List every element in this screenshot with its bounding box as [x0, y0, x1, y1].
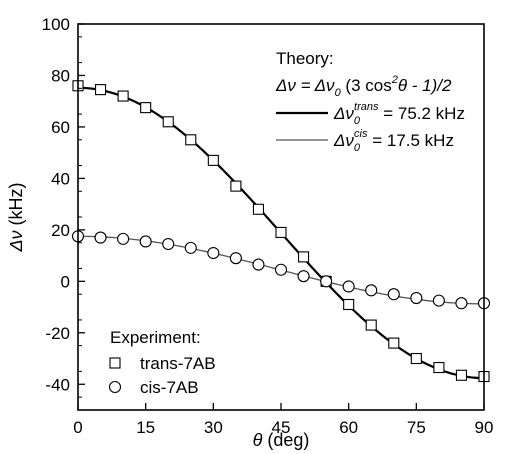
theory-legend: Theory: Δν = Δν0 (3 cos2θ - 1)/2 Δν0tran… [275, 49, 465, 154]
cis-data-point [229, 252, 242, 265]
cis-data-point [410, 292, 423, 305]
cis-data-point [162, 237, 175, 251]
theory-heading: Theory: [276, 49, 334, 68]
plot-frame [77, 23, 485, 411]
trans-data-point [230, 180, 242, 192]
cis-theory-label: Δν0cis = 17.5 kHz [333, 128, 454, 154]
y-tick-label: 40 [51, 169, 70, 188]
trans-data-point [117, 90, 129, 102]
y-tick-label: 0 [61, 272, 70, 291]
y-tick-label: 80 [51, 66, 70, 85]
y-axis-title: Δν (kHz) [6, 182, 26, 252]
cis-legend-label: cis-7AB [140, 378, 199, 397]
trans-legend-label: trans-7AB [140, 354, 216, 373]
trans-data-point [388, 337, 400, 349]
cis-data-point [342, 280, 355, 293]
trans-data-point [207, 154, 219, 166]
y-tick-label: 20 [51, 221, 70, 240]
cis-data-point [252, 258, 265, 271]
x-tick-label: 30 [204, 418, 223, 437]
cis-data-point [139, 235, 152, 248]
cis-legend-marker [108, 380, 122, 394]
cis-data-point [184, 241, 197, 254]
trans-data-point [365, 319, 377, 331]
x-tick-label: 60 [339, 418, 358, 437]
cis-data-point [207, 246, 220, 260]
theory-formula: Δν = Δν0 (3 cos2θ - 1)/2 [275, 74, 452, 99]
experiment-legend: Experiment: trans-7AB cis-7AB [108, 328, 216, 397]
x-tick-label: 90 [475, 418, 494, 437]
axis-ticks: 0 15 30 45 60 75 90 100 80 60 40 20 0 -20 -40 [42, 15, 494, 437]
y-tick-label: -40 [45, 375, 70, 394]
trans-data-point [95, 84, 107, 96]
cis-data-point [455, 297, 468, 310]
experiment-heading: Experiment: [110, 328, 201, 347]
trans-data-point [275, 226, 287, 238]
trans-data-point [140, 102, 152, 114]
y-tick-label: 100 [42, 15, 70, 34]
trans-data-point [455, 369, 467, 381]
trans-data-point [185, 134, 197, 146]
trans-legend-marker [109, 357, 121, 369]
cis-data-point [117, 232, 130, 245]
trans-data-point [252, 203, 264, 215]
x-axis-title: θ (deg) [253, 430, 310, 450]
trans-theory-label: Δν0trans = 75.2 kHz [333, 101, 465, 127]
trans-data-point [410, 352, 422, 365]
trans-data-point [162, 116, 174, 128]
x-tick-label: 0 [73, 418, 82, 437]
trans-data-point [298, 251, 310, 263]
data-markers [71, 80, 491, 383]
y-tick-label: -20 [45, 324, 70, 343]
x-tick-label: 15 [136, 418, 155, 437]
cis-data-point [432, 294, 445, 307]
cis-data-point [320, 275, 333, 288]
trans-data-point [433, 361, 445, 374]
cis-data-point [297, 270, 310, 283]
cis-data-point [274, 263, 288, 276]
x-tick-label: 75 [407, 418, 426, 437]
cis-data-point [387, 288, 400, 301]
cis-data-point [94, 231, 107, 244]
y-tick-label: 60 [51, 118, 70, 137]
x-tick-label: 45 [272, 418, 291, 437]
trans-data-point [343, 298, 355, 311]
cis-data-point [365, 284, 378, 297]
